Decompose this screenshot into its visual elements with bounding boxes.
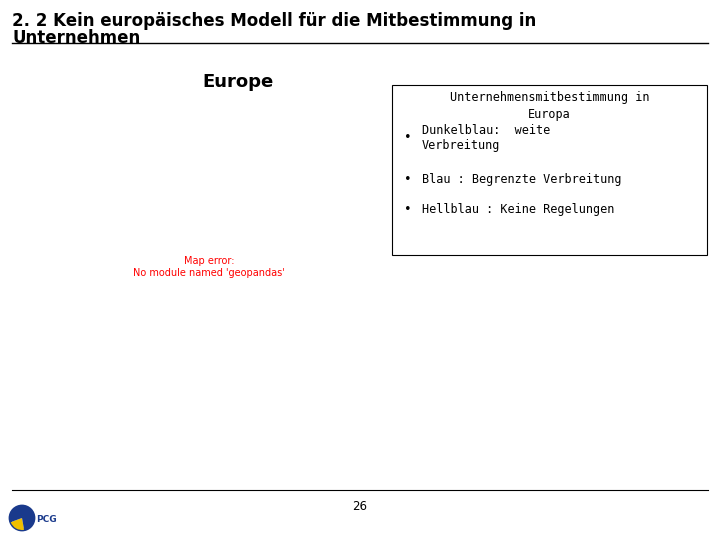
Text: •: • xyxy=(404,132,412,145)
Text: •: • xyxy=(404,204,412,217)
Text: PCG: PCG xyxy=(36,516,57,524)
Text: Hellblau : Keine Regelungen: Hellblau : Keine Regelungen xyxy=(422,204,614,217)
Text: 2. 2 Kein europäisches Modell für die Mitbestimmung in: 2. 2 Kein europäisches Modell für die Mi… xyxy=(12,12,536,30)
Bar xyxy=(392,85,707,255)
Text: Unternehmensmitbestimmung in
Europa: Unternehmensmitbestimmung in Europa xyxy=(450,91,649,121)
Text: •: • xyxy=(404,173,412,186)
Text: Map error:
No module named 'geopandas': Map error: No module named 'geopandas' xyxy=(133,256,284,278)
Text: Unternehmen: Unternehmen xyxy=(12,29,140,47)
Wedge shape xyxy=(10,506,34,530)
Text: 26: 26 xyxy=(353,500,367,513)
Text: Dunkelblau:  weite
Verbreitung: Dunkelblau: weite Verbreitung xyxy=(422,124,550,152)
Text: Europe: Europe xyxy=(202,73,274,91)
Wedge shape xyxy=(11,518,24,530)
Text: Blau : Begrenzte Verbreitung: Blau : Begrenzte Verbreitung xyxy=(422,173,621,186)
